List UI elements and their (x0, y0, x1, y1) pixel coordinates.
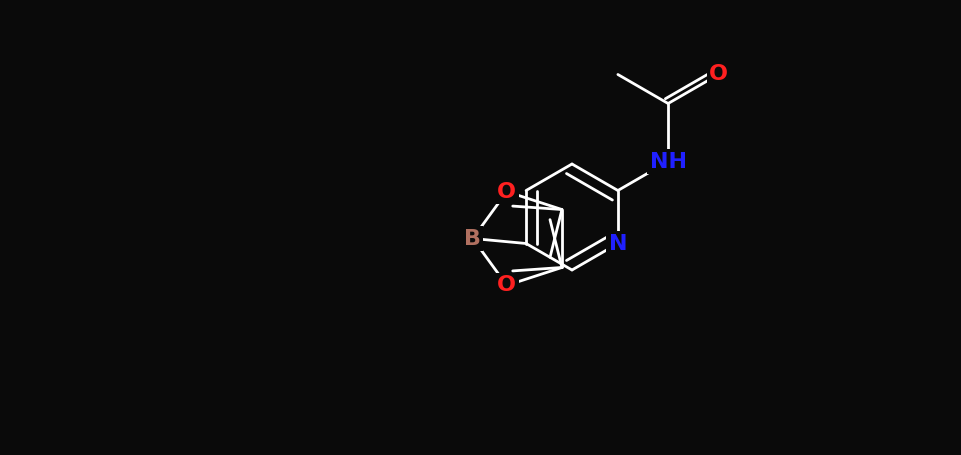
Text: O: O (497, 275, 516, 295)
Text: O: O (709, 65, 727, 85)
Text: B: B (464, 228, 481, 248)
Text: NH: NH (650, 152, 686, 172)
Text: O: O (497, 182, 516, 202)
Text: N: N (608, 233, 628, 253)
